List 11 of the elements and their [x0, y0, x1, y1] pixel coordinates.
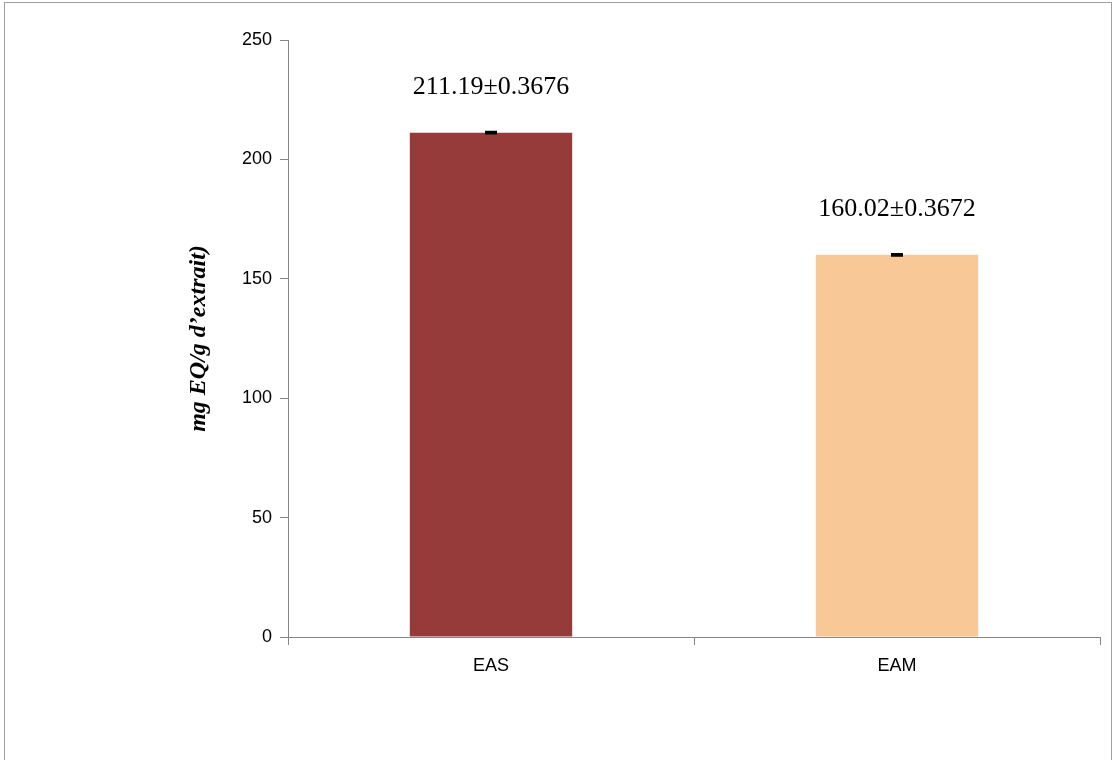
- y-tick-label: 100: [241, 387, 272, 408]
- y-tick-label: 200: [241, 148, 272, 169]
- data-label: 160.02±0.3672: [818, 193, 976, 222]
- x-tick-label: EAM: [877, 654, 917, 675]
- y-tick-label: 0: [261, 625, 272, 646]
- data-label: 211.19±0.3676: [412, 70, 570, 100]
- y-axis-title: mg EQ/g d’extrait): [183, 245, 210, 432]
- x-tick-label: EAS: [472, 654, 510, 675]
- y-tick-label: 150: [241, 267, 272, 288]
- y-tick-label: 50: [251, 506, 272, 527]
- y-tick-label: 250: [241, 28, 272, 49]
